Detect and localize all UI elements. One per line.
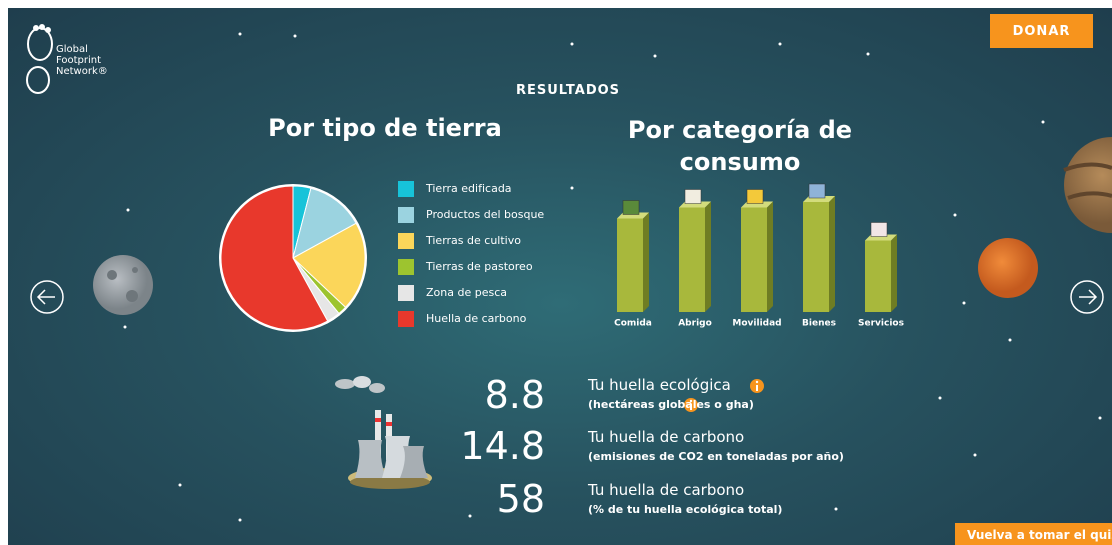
logo-text: Global Footprint Network® — [56, 44, 108, 77]
legend-label: Tierras de pastoreo — [425, 260, 533, 273]
result-value: 58 — [496, 477, 545, 521]
pie-slice — [220, 185, 329, 331]
nav-arrow-right[interactable] — [79, 280, 1104, 314]
chart-title: Por tipo de tierra — [268, 114, 502, 142]
nav-arrow-left[interactable] — [30, 280, 64, 314]
bar — [865, 240, 891, 312]
category-icon — [622, 200, 640, 215]
x-tick-label: Comida — [614, 319, 652, 329]
bar-side — [829, 196, 835, 312]
bar-side — [705, 201, 711, 312]
result-note: (hectáreas globales o gha) — [588, 398, 754, 411]
donate-button[interactable]: DONAR — [990, 14, 1093, 48]
bar — [617, 218, 643, 312]
legend-swatch — [398, 285, 414, 301]
category-icon — [870, 222, 888, 237]
logo-icon — [26, 24, 53, 94]
info-icons[interactable] — [684, 379, 764, 412]
legend-label: Zona de pesca — [426, 286, 507, 299]
pie-outline — [219, 184, 367, 332]
bar — [803, 202, 829, 312]
result-note: (emisiones de CO2 en toneladas por año) — [588, 450, 844, 463]
logo-line: Footprint — [56, 55, 102, 66]
result-value: 8.8 — [484, 373, 545, 417]
chart-title: Por categoría de consumo — [627, 116, 853, 176]
legend-swatch — [398, 311, 414, 327]
bar — [741, 207, 767, 312]
planets — [93, 137, 1112, 315]
pie-slice — [292, 187, 357, 259]
stage — [8, 8, 1112, 545]
category-icon — [808, 183, 826, 199]
x-tick-label: Servicios — [858, 319, 904, 329]
category-icon — [684, 189, 702, 204]
result-note: (% de tu huella ecológica total) — [588, 503, 783, 516]
legend-label: Tierra edificada — [425, 182, 512, 195]
bar-side — [891, 234, 897, 312]
result-value: 14.8 — [460, 424, 545, 468]
x-tick-label: Abrigo — [678, 319, 712, 329]
bar-side — [767, 201, 773, 312]
legend-swatch — [398, 259, 414, 275]
x-tick-label: Bienes — [802, 319, 836, 329]
bar — [679, 207, 705, 312]
result-label: Tu huella de carbono — [588, 428, 745, 446]
bar-side — [643, 212, 649, 312]
section-title: RESULTADOS — [515, 83, 621, 98]
pie-slice — [292, 222, 366, 308]
legend-label: Productos del bosque — [426, 208, 544, 221]
logo-line: Network® — [56, 66, 108, 77]
legend-swatch — [398, 207, 414, 223]
x-tick-label: Movilidad — [732, 319, 781, 329]
factory-illustration — [335, 376, 432, 489]
legend-swatch — [398, 181, 414, 197]
legend-label: Tierras de cultivo — [425, 234, 521, 247]
category-icon — [746, 189, 764, 204]
legend-label: Huella de carbono — [426, 312, 527, 325]
retake-button[interactable]: Vuelva a tomar el quiz — [955, 523, 1112, 545]
result-label: Tu huella ecológica — [588, 376, 731, 394]
legend-swatch — [398, 233, 414, 249]
result-label: Tu huella de carbono — [588, 481, 745, 499]
stars — [123, 32, 1102, 522]
logo-line: Global — [56, 44, 88, 55]
